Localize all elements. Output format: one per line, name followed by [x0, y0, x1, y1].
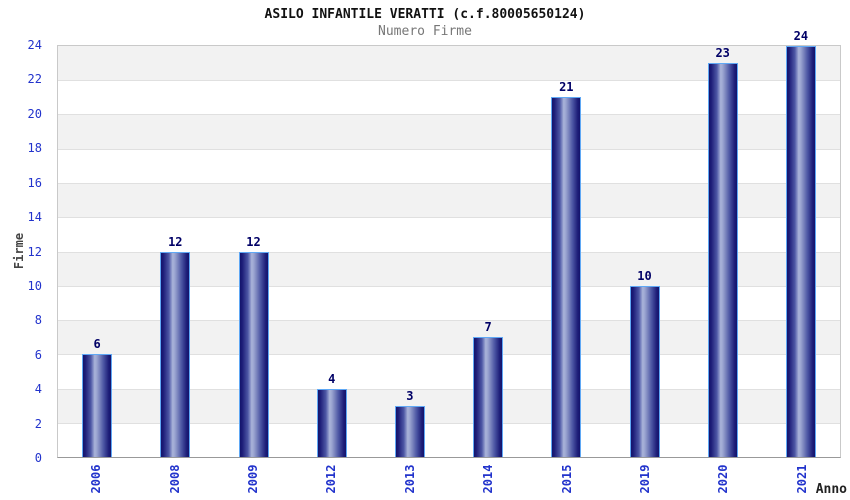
bar-2013: [394, 405, 425, 457]
bar-value-label: 23: [715, 46, 730, 61]
y-tick-label: 24: [27, 38, 42, 52]
chart-title: ASILO INFANTILE VERATTI (c.f.80005650124…: [264, 7, 586, 22]
x-tick-label: 2012: [324, 464, 339, 494]
bar-value-label: 12: [168, 234, 183, 249]
bar-2008: [160, 251, 191, 457]
bar-value-label: 3: [406, 388, 414, 403]
bar-2015: [551, 97, 582, 457]
y-tick-label: 8: [34, 313, 42, 328]
x-tick-label: 2015: [559, 464, 574, 494]
x-tick-label: 2014: [481, 464, 496, 494]
bar-value-label: 7: [484, 320, 492, 335]
chart-subtitle: Numero Firme: [378, 24, 472, 39]
x-tick-label: 2020: [716, 464, 731, 494]
y-tick-label: 6: [34, 347, 42, 362]
x-tick-label: 2006: [89, 464, 104, 494]
bar-2020: [707, 63, 738, 457]
y-tick-label: 4: [34, 382, 42, 397]
bar-value-label: 24: [793, 29, 809, 43]
bar-2012: [316, 388, 347, 457]
bar-2021: [785, 46, 816, 457]
y-tick-label: 16: [27, 175, 42, 190]
bar-2014: [473, 337, 504, 457]
bar-2009: [238, 251, 269, 457]
y-tick-label: 18: [27, 141, 42, 156]
x-tick-label: 2013: [402, 464, 417, 494]
bar-value-label: 10: [637, 268, 652, 283]
x-axis-title: Anno: [815, 482, 847, 497]
y-tick-label: 12: [27, 244, 42, 259]
y-tick-label: 2: [34, 416, 42, 431]
plot-area: 6 12 12 4 3 7 21 10 23 24: [57, 30, 841, 458]
bar-value-label: 12: [246, 234, 261, 249]
x-tick-label: 2008: [167, 464, 182, 494]
y-tick-label: 20: [27, 106, 42, 121]
y-axis-ticks: 0 2 4 6 8 10 12 14 16 18 20 22 24: [0, 38, 51, 465]
bar-value-label: 21: [559, 80, 574, 95]
bar-2006: [82, 354, 113, 457]
bar-2019: [629, 285, 660, 457]
x-tick-label: 2009: [246, 464, 260, 494]
x-tick-label: 2019: [638, 464, 652, 494]
bar-value-label: 4: [328, 371, 336, 386]
y-tick-label: 0: [34, 451, 42, 465]
y-tick-label: 22: [27, 72, 42, 87]
x-axis-ticks: 2006 2008 2009 2012 2013 2014 2015 2019 2020 2021: [57, 458, 841, 500]
x-tick-label: 2021: [794, 464, 809, 494]
y-tick-label: 10: [27, 278, 42, 293]
bar-value-label: 6: [93, 337, 101, 352]
y-tick-label: 14: [27, 210, 42, 225]
